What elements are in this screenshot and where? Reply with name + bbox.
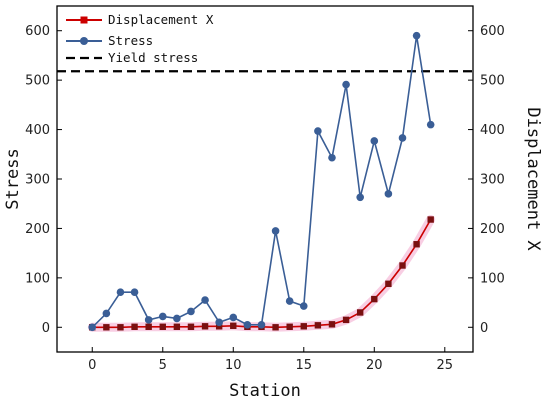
y-right-tick-label: 200 xyxy=(480,222,505,237)
displacement-point xyxy=(413,241,420,248)
stress-point xyxy=(314,127,322,135)
x-tick-label: 10 xyxy=(225,358,242,373)
legend: Displacement X Stress Yield stress xyxy=(66,12,214,65)
stress-point xyxy=(173,314,181,323)
stress-point xyxy=(201,296,209,304)
displacement-point xyxy=(314,322,322,329)
y-left-tick-label: 400 xyxy=(25,123,50,138)
right-axis-title: Displacement X xyxy=(523,107,543,251)
legend-entry-stress: Stress xyxy=(66,33,153,48)
displacement-point xyxy=(342,316,350,324)
y-right-tick-label: 500 xyxy=(480,74,505,89)
legend-label-stress: Stress xyxy=(108,33,153,48)
stress-point xyxy=(356,193,364,202)
stress-point xyxy=(243,321,252,329)
displacement-line xyxy=(92,219,432,329)
stress-point xyxy=(158,312,167,321)
stress-point xyxy=(412,31,421,40)
legend-entry-displacement: Displacement X xyxy=(66,12,214,27)
stress-point xyxy=(342,80,350,89)
stress-point xyxy=(229,313,238,322)
displacement-point xyxy=(385,280,392,287)
x-axis-title: Station xyxy=(229,381,301,401)
legend-marker-displacement xyxy=(80,16,88,24)
legend-marker-stress xyxy=(80,37,88,45)
stress-point xyxy=(215,318,223,327)
stress-point xyxy=(328,153,336,162)
displacement-point xyxy=(272,324,279,331)
stress-point xyxy=(398,134,407,142)
displacement-point xyxy=(300,323,307,330)
displacement-point xyxy=(145,323,152,330)
legend-label-displacement: Displacement X xyxy=(108,12,214,27)
stress-point xyxy=(116,288,125,296)
x-tick-label: 5 xyxy=(159,358,167,373)
series-layer xyxy=(57,31,473,332)
stress-point xyxy=(271,227,280,235)
x-tick-label: 20 xyxy=(366,358,383,373)
displacement-point xyxy=(187,323,195,330)
legend-label-yield: Yield stress xyxy=(108,50,198,65)
x-tick-label: 0 xyxy=(88,358,96,373)
stress-line xyxy=(91,35,432,328)
displacement-point xyxy=(201,323,209,330)
stress-point xyxy=(187,307,195,316)
displacement-highlight xyxy=(87,215,436,332)
y-left-tick-label: 500 xyxy=(25,74,50,89)
legend-entry-yield: Yield stress xyxy=(66,50,198,65)
displacement-point xyxy=(371,295,378,303)
displacement-point xyxy=(427,216,434,223)
y-right-tick-label: 600 xyxy=(480,24,505,39)
y-right-tick-label: 100 xyxy=(480,271,505,286)
stress-point xyxy=(257,321,266,329)
displacement-point xyxy=(230,322,237,330)
displacement-point xyxy=(356,309,364,316)
y-left-tick-label: 200 xyxy=(25,222,50,237)
displacement-point xyxy=(215,323,223,330)
displacement-point xyxy=(173,323,181,330)
y-right-tick-label: 400 xyxy=(480,123,505,138)
displacement-point xyxy=(131,323,138,330)
displacement-point xyxy=(117,324,124,331)
axes-layer: 0 5 10 15 20 25 0 0 100 100 200 200 300 300 400 400 500 5… xyxy=(25,24,505,373)
y-right-tick-label: 300 xyxy=(480,173,505,188)
displacement-point xyxy=(103,324,110,331)
y-left-tick-label: 0 xyxy=(42,321,50,336)
displacement-point xyxy=(159,323,166,330)
displacement-point xyxy=(286,323,293,330)
stress-point xyxy=(299,302,308,310)
y-right-tick-label: 0 xyxy=(480,321,488,336)
stress-point xyxy=(130,288,139,296)
highlight-layer xyxy=(87,215,436,332)
stress-point xyxy=(384,190,393,198)
displacement-point xyxy=(399,262,406,269)
y-left-tick-label: 300 xyxy=(25,173,50,188)
stress-point xyxy=(102,309,111,318)
stress-point xyxy=(426,120,435,129)
x-tick-label: 15 xyxy=(296,358,313,373)
left-axis-title: Stress xyxy=(3,148,23,209)
stress-point xyxy=(144,316,153,324)
stress-point xyxy=(88,323,97,332)
x-tick-label: 25 xyxy=(437,358,454,373)
stress-point xyxy=(370,137,379,145)
displacement-point xyxy=(328,321,336,328)
y-left-tick-label: 600 xyxy=(25,24,50,39)
stress-point xyxy=(285,297,294,305)
y-left-tick-label: 100 xyxy=(25,271,50,286)
